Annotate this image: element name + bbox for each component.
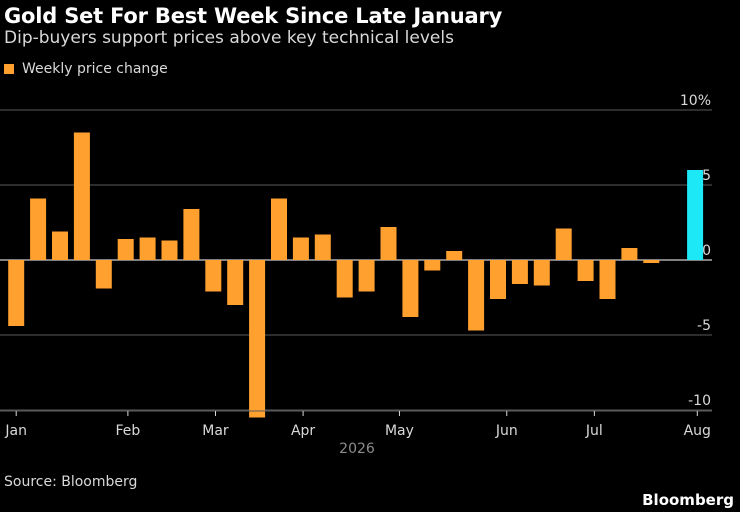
bar — [533, 260, 550, 286]
bar — [577, 260, 594, 281]
legend-swatch — [4, 64, 14, 74]
bar — [161, 240, 178, 260]
y-tick-label: -10 — [688, 393, 711, 409]
y-tick-label: -5 — [697, 318, 711, 334]
bar — [95, 260, 112, 289]
source-note: Source: Bloomberg — [4, 474, 138, 490]
bar — [555, 228, 572, 260]
bar-chart: 10% 5 0 -5 -10 Jan Feb Mar Apr May Jun Jul Aug 2026 — [0, 93, 712, 457]
legend: Weekly price change — [4, 61, 168, 77]
bar — [468, 260, 485, 331]
bar — [117, 239, 134, 260]
bar — [511, 260, 528, 284]
bar — [227, 260, 244, 305]
chart-subtitle: Dip-buyers support prices above key tech… — [4, 28, 454, 48]
x-tick-label: Mar — [202, 423, 229, 439]
bar — [52, 231, 68, 260]
bar — [271, 198, 287, 260]
bar — [183, 209, 200, 260]
bar — [336, 260, 353, 298]
y-tick-label: 5 — [702, 168, 711, 184]
chart-title: Gold Set For Best Week Since Late Januar… — [4, 4, 503, 28]
x-tick-label: Jan — [4, 423, 27, 439]
bar — [358, 260, 375, 292]
bar — [643, 260, 660, 263]
bar — [292, 237, 309, 260]
x-tick-label: May — [385, 423, 414, 439]
x-year-label: 2026 — [339, 441, 375, 457]
x-tick-label: Jul — [585, 423, 603, 439]
x-tick-label: Aug — [684, 423, 711, 439]
legend-label: Weekly price change — [22, 61, 168, 77]
x-tick-label: Feb — [115, 423, 140, 439]
bar — [402, 260, 419, 317]
bar — [424, 260, 441, 271]
bar — [446, 251, 463, 260]
bar — [205, 260, 222, 292]
bloomberg-logo: Bloomberg — [642, 491, 734, 509]
y-tick-label: 10% — [680, 93, 711, 109]
y-tick-label: 0 — [702, 243, 711, 259]
bar — [30, 198, 47, 260]
bar — [599, 260, 616, 299]
bar — [314, 234, 331, 260]
bar — [139, 237, 156, 260]
bar — [621, 248, 638, 260]
bar — [490, 260, 506, 299]
bar — [380, 227, 397, 260]
bar — [8, 260, 25, 326]
bar — [687, 170, 704, 260]
x-tick-label: Apr — [291, 423, 315, 439]
x-tick-label: Jun — [495, 423, 518, 439]
bar — [73, 132, 90, 260]
bar — [249, 260, 266, 418]
